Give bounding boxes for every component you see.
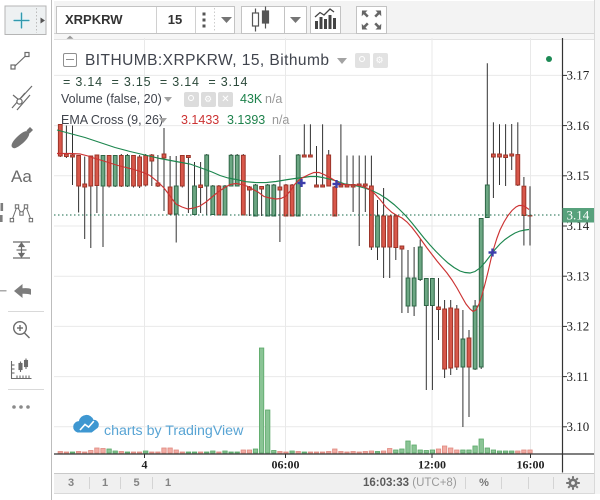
svg-text:Aa: Aa <box>11 167 32 186</box>
svg-text:3.15: 3.15 <box>567 168 590 183</box>
svg-text:charts by TradingView: charts by TradingView <box>104 423 244 439</box>
svg-text:3.14: 3.14 <box>567 208 590 223</box>
svg-text:3.10: 3.10 <box>567 419 590 434</box>
svg-text:3.13: 3.13 <box>567 268 590 283</box>
svg-text:3.17: 3.17 <box>567 68 590 83</box>
svg-text:06:00: 06:00 <box>272 458 300 472</box>
svg-text:4: 4 <box>142 458 148 472</box>
svg-text:3.16: 3.16 <box>567 118 590 133</box>
svg-text:3.11: 3.11 <box>567 369 589 384</box>
svg-text:3.12: 3.12 <box>567 319 590 334</box>
svg-text:16:00: 16:00 <box>517 458 545 472</box>
svg-text:12:00: 12:00 <box>418 458 446 472</box>
